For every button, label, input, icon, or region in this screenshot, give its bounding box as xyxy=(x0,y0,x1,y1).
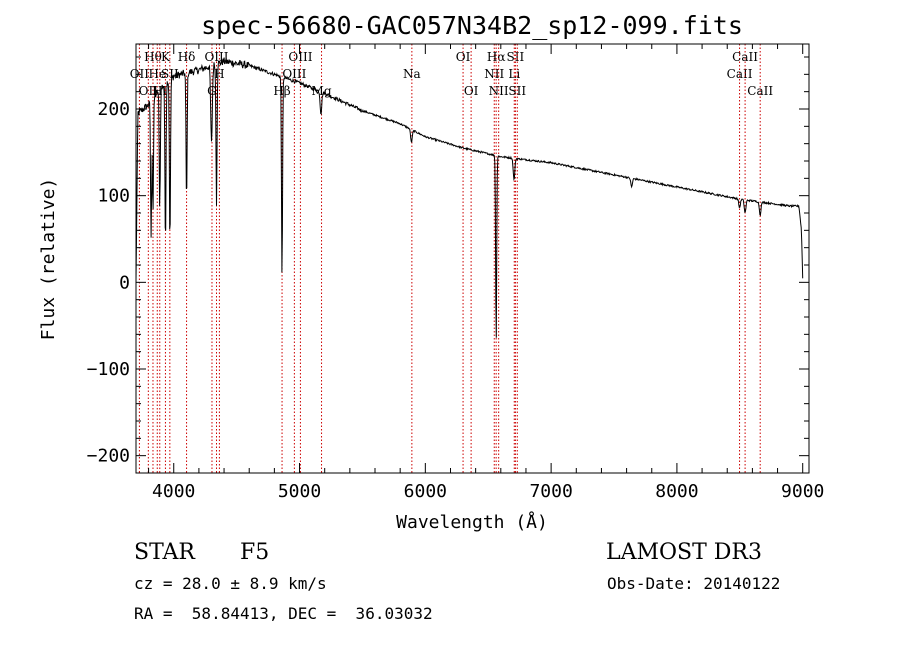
line-marker-label: Hθ xyxy=(144,50,162,64)
line-marker-layer: OIIOIIHθHeHIKSIIHδGOIIIHHβOIIIOIIIMgNaOI… xyxy=(130,44,773,473)
line-marker-label: Mg xyxy=(312,84,332,98)
axis-ticks: 4000 5000 6000 7000 8000 9000 −200 −100 0 100 200 xyxy=(87,44,824,502)
line-marker-label: SII xyxy=(508,84,526,98)
obs-date-text: Obs-Date: 20140122 xyxy=(607,574,781,593)
y-tick-label: −200 xyxy=(87,446,130,467)
line-marker-label: G xyxy=(207,84,217,98)
line-marker-label: CaII xyxy=(747,84,773,98)
line-marker-label: Na xyxy=(403,67,421,81)
line-marker-label: OIII xyxy=(288,50,312,64)
line-marker-label: SII xyxy=(161,67,179,81)
object-class: STAR xyxy=(134,540,195,565)
line-marker-label: NII xyxy=(489,84,509,98)
line-marker-label: CaII xyxy=(727,67,753,81)
x-tick-label: 5000 xyxy=(278,481,321,502)
coordinates-text: RA = 58.84413, DEC = 36.03032 xyxy=(134,604,433,623)
x-tick-label: 4000 xyxy=(152,481,195,502)
y-axis-label: Flux (relative) xyxy=(38,178,59,341)
line-marker-label: Hδ xyxy=(178,50,196,64)
line-marker-label: K xyxy=(161,50,171,64)
y-tick-label: 0 xyxy=(119,272,130,293)
line-marker-label: Li xyxy=(508,67,520,81)
line-marker-label: OI xyxy=(456,50,471,64)
line-marker-label: He xyxy=(148,67,166,81)
line-marker-label: Hβ xyxy=(273,84,290,98)
plot-frame xyxy=(135,43,810,474)
line-marker-label: OIII xyxy=(282,67,306,81)
line-marker-label: CaII xyxy=(732,50,758,64)
x-tick-label: 6000 xyxy=(404,481,447,502)
x-tick-label: 8000 xyxy=(655,481,698,502)
line-marker-label: H xyxy=(214,67,224,81)
line-marker-label: NII xyxy=(484,67,504,81)
x-axis-label: Wavelength (Å) xyxy=(396,511,548,533)
x-tick-label: 9000 xyxy=(781,481,824,502)
y-tick-label: 100 xyxy=(97,186,130,207)
redshift-text: cz = 28.0 ± 8.9 km/s xyxy=(134,574,327,593)
x-tick-label: 7000 xyxy=(529,481,572,502)
object-subclass: F5 xyxy=(240,540,270,565)
y-tick-label: 200 xyxy=(97,99,130,120)
line-marker-label: Hα xyxy=(487,50,506,64)
line-marker-label: SII xyxy=(507,50,525,64)
spectrum-line xyxy=(135,57,804,338)
survey-name: LAMOST DR3 xyxy=(606,540,762,565)
chart-title: spec-56680-GAC057N34B2_sp12-099.fits xyxy=(201,11,743,40)
line-marker-label: OI xyxy=(464,84,479,98)
y-tick-label: −100 xyxy=(87,359,130,380)
